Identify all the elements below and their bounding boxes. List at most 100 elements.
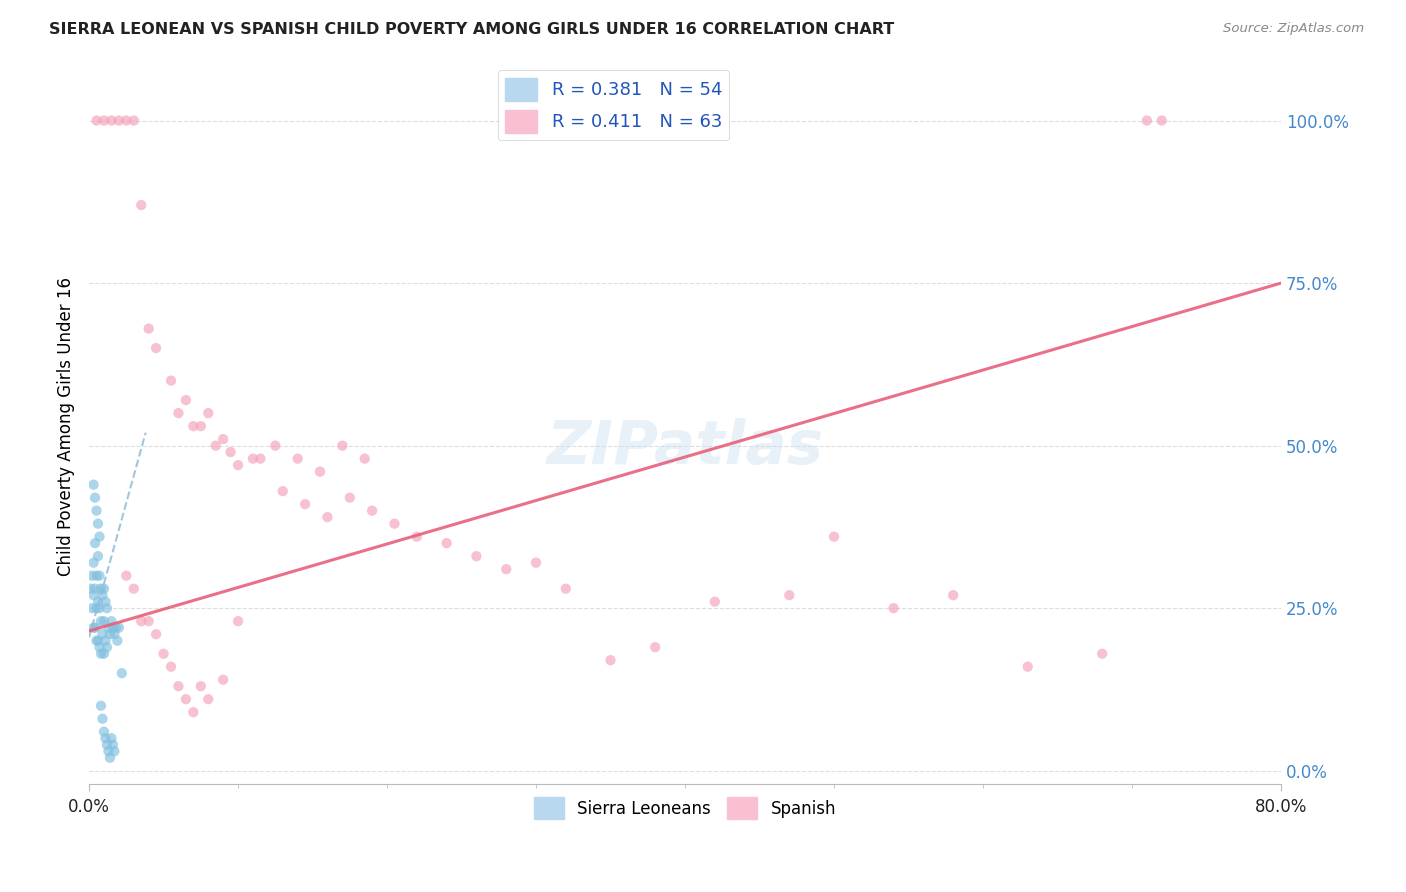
Point (436, 536, 458, 550)
Point (495, 562, 517, 576)
Point (330, 439, 353, 453)
Point (100, 614, 122, 628)
Point (115, 568, 138, 582)
Point (84, 491, 107, 505)
Point (105, 633, 128, 648)
Point (384, 516, 406, 531)
Point (167, 679, 190, 693)
Point (87, 516, 110, 531)
Point (644, 640, 666, 655)
Point (80, 601, 103, 615)
Point (294, 497, 316, 511)
Point (174, 393, 197, 408)
Point (138, 321, 160, 335)
Point (1091, 647, 1114, 661)
Point (309, 465, 332, 479)
Point (86, 503, 108, 517)
Point (405, 530, 427, 544)
Point (111, 666, 134, 681)
Point (1136, 113, 1159, 128)
Point (101, 621, 124, 635)
Point (108, 621, 131, 635)
Point (160, 659, 183, 673)
Point (242, 451, 264, 466)
Point (93, 724, 115, 739)
Point (353, 451, 375, 466)
Point (524, 556, 547, 570)
Point (94, 731, 117, 746)
Point (89, 640, 111, 655)
Point (86, 633, 108, 648)
Point (226, 458, 249, 472)
Point (167, 406, 190, 420)
Point (97, 744, 120, 758)
Point (339, 491, 361, 505)
Point (212, 673, 235, 687)
Point (98, 750, 121, 764)
Point (190, 419, 212, 434)
Point (129, 614, 152, 628)
Point (94, 595, 117, 609)
Point (145, 341, 167, 355)
Point (89, 530, 111, 544)
Point (97, 621, 120, 635)
Point (197, 406, 219, 420)
Point (145, 627, 167, 641)
Point (91, 627, 114, 641)
Point (108, 113, 131, 128)
Legend: Sierra Leoneans, Spanish: Sierra Leoneans, Spanish (527, 790, 844, 825)
Point (91, 588, 114, 602)
Point (93, 647, 115, 661)
Point (129, 198, 152, 212)
Point (96, 640, 118, 655)
Y-axis label: Child Poverty Among Girls Under 16: Child Poverty Among Girls Under 16 (58, 277, 75, 575)
Point (212, 432, 235, 446)
Point (98, 627, 121, 641)
Point (942, 588, 965, 602)
Point (84, 621, 107, 635)
Point (197, 692, 219, 706)
Point (89, 568, 111, 582)
Point (79, 582, 101, 596)
Point (100, 113, 122, 128)
Point (183, 419, 205, 434)
Point (91, 712, 114, 726)
Point (1017, 659, 1039, 673)
Point (96, 601, 118, 615)
Point (316, 510, 339, 524)
Point (103, 627, 125, 641)
Point (87, 595, 110, 609)
Point (183, 705, 205, 719)
Point (174, 692, 197, 706)
Point (90, 698, 112, 713)
Point (84, 536, 107, 550)
Point (465, 549, 488, 564)
Point (83, 588, 105, 602)
Point (122, 582, 145, 596)
Point (138, 614, 160, 628)
Point (86, 601, 108, 615)
Point (100, 731, 122, 746)
Point (264, 439, 287, 453)
Text: Source: ZipAtlas.com: Source: ZipAtlas.com (1223, 22, 1364, 36)
Point (80, 568, 103, 582)
Point (122, 113, 145, 128)
Text: ZIPatlas: ZIPatlas (547, 418, 824, 477)
Point (90, 582, 112, 596)
Point (226, 614, 249, 628)
Point (86, 568, 108, 582)
Point (778, 588, 800, 602)
Point (219, 445, 242, 459)
Point (599, 653, 621, 667)
Point (190, 679, 212, 693)
Point (89, 601, 111, 615)
Point (823, 530, 845, 544)
Point (249, 451, 271, 466)
Point (115, 113, 138, 128)
Point (703, 595, 725, 609)
Point (86, 113, 108, 128)
Point (90, 614, 112, 628)
Point (87, 549, 110, 564)
Point (84, 582, 107, 596)
Point (83, 556, 105, 570)
